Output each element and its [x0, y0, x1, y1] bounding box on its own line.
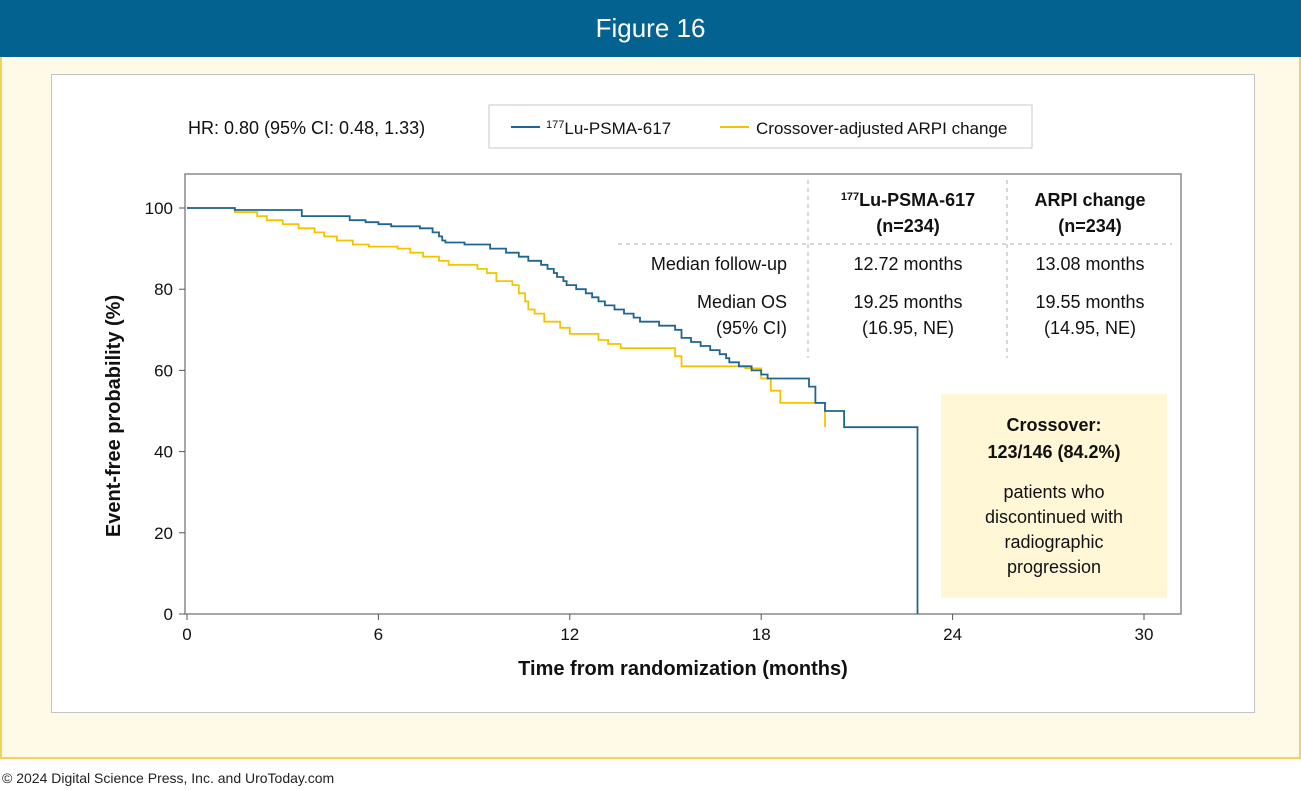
y-axis-label: Event-free probability (%)	[103, 295, 125, 537]
y-tick-label: 20	[154, 524, 173, 543]
crossover-heading: Crossover:	[1006, 415, 1101, 435]
legend-label-arpi: Crossover-adjusted ARPI change	[756, 119, 1007, 138]
table-header-lu-title: Lu-PSMA-617	[859, 190, 975, 210]
y-tick-label: 80	[154, 280, 173, 299]
legend-text-lu: Lu-PSMA-617	[564, 119, 671, 138]
x-tick-label: 30	[1135, 625, 1154, 644]
stats-table: 177Lu-PSMA-617 (n=234) ARPI change (n=23…	[618, 180, 1172, 358]
cell-lu-os-ci: (16.95, NE)	[862, 318, 954, 338]
cell-arpi-os: 19.55 months	[1035, 292, 1144, 312]
crossover-count: 123/146 (84.2%)	[987, 442, 1120, 462]
x-tick-label: 0	[182, 625, 191, 644]
x-tick-label: 12	[560, 625, 579, 644]
legend: 177Lu-PSMA-617 Crossover-adjusted ARPI c…	[488, 104, 1033, 149]
legend-label-lu: 177Lu-PSMA-617	[546, 119, 671, 138]
crossover-note-3: radiographic	[1004, 532, 1103, 552]
table-header-lu-n: (n=234)	[876, 216, 940, 236]
row-label-followup: Median follow-up	[651, 254, 787, 274]
copyright-footer: © 2024 Digital Science Press, Inc. and U…	[2, 770, 335, 786]
legend-sup-lu: 177	[546, 119, 564, 131]
x-tick-label: 24	[943, 625, 962, 644]
figure-title-banner: Figure 16	[0, 0, 1301, 57]
crossover-note-2: discontinued with	[985, 507, 1123, 527]
km-chart: HR: 0.80 (95% CI: 0.48, 1.33) 177Lu-PSMA…	[103, 104, 1182, 680]
x-tick-label: 6	[374, 625, 383, 644]
crossover-note-4: progression	[1007, 557, 1101, 577]
y-tick-label: 100	[145, 199, 173, 218]
y-tick-label: 60	[154, 361, 173, 380]
survival-curves	[187, 207, 919, 614]
cell-lu-followup: 12.72 months	[853, 254, 962, 274]
table-header-lu: 177Lu-PSMA-617	[841, 190, 975, 210]
row-label-os: Median OS	[697, 292, 787, 312]
axes: 0 6 12 18 24 30 0 20 40 60 80 100	[145, 199, 1154, 644]
table-header-arpi-n: (n=234)	[1058, 216, 1122, 236]
legend-box	[488, 104, 1033, 149]
crossover-annotation: Crossover: 123/146 (84.2%) patients who …	[941, 394, 1167, 598]
y-tick-label: 40	[154, 443, 173, 462]
survival-curve-arpi	[187, 207, 826, 428]
x-tick-label: 18	[752, 625, 771, 644]
survival-curve-lu-psma	[187, 207, 919, 614]
hazard-ratio-label: HR: 0.80 (95% CI: 0.48, 1.33)	[188, 118, 425, 138]
figure-title: Figure 16	[595, 13, 706, 43]
table-header-arpi: ARPI change	[1034, 190, 1145, 210]
crossover-note-1: patients who	[1003, 482, 1104, 502]
x-axis-label: Time from randomization (months)	[518, 658, 848, 680]
cell-arpi-followup: 13.08 months	[1035, 254, 1144, 274]
y-tick-label: 0	[164, 605, 173, 624]
crossover-box	[941, 394, 1167, 598]
cell-arpi-os-ci: (14.95, NE)	[1044, 318, 1136, 338]
table-header-lu-sup: 177	[841, 191, 859, 203]
row-label-os-ci: (95% CI)	[716, 318, 787, 338]
cell-lu-os: 19.25 months	[853, 292, 962, 312]
